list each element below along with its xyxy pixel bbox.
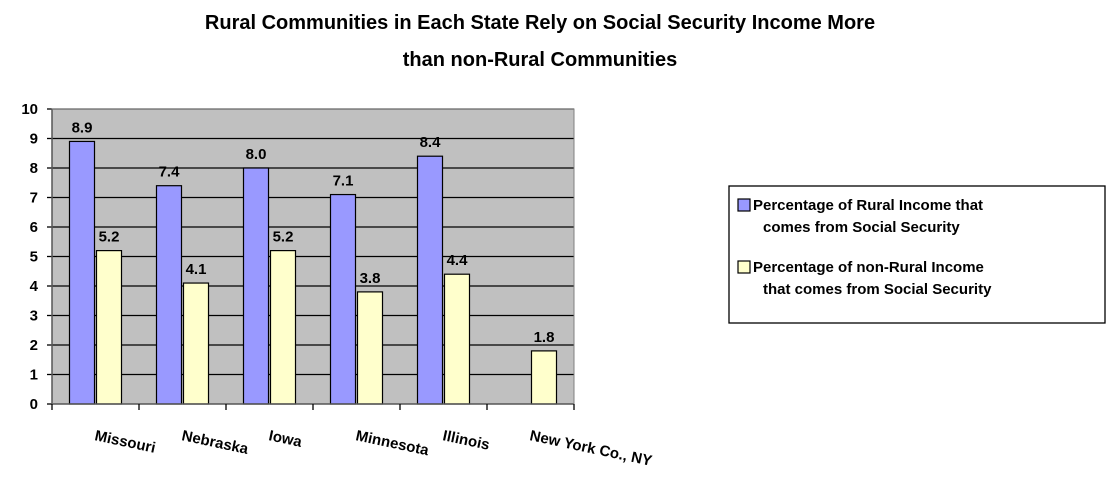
legend-swatch-non-rural [737,260,751,274]
x-category-label: New York Co., NY [528,427,653,470]
bar-non-rural [443,273,471,405]
data-label: 7.1 [333,173,354,190]
bar-rural [329,193,357,405]
bar-rural [242,167,270,405]
data-label: 3.8 [360,270,381,287]
y-tick-label: 8 [30,160,38,177]
x-category-label: Nebraska [180,427,250,458]
data-label: 8.0 [246,146,267,163]
y-tick-label: 3 [30,308,38,325]
legend-label-non-rural: that comes from Social Security [763,281,992,298]
data-label: 1.8 [534,329,555,346]
legend-swatch-rural [737,198,751,212]
y-tick-label: 9 [30,131,38,148]
bar-non-rural [182,282,210,405]
x-category-label: Iowa [267,427,304,451]
x-category-label: Missouri [93,427,157,456]
data-label: 5.2 [99,229,120,246]
legend-label-rural: Percentage of Rural Income that [753,197,983,214]
plot-area: 0 1 2 3 4 5 6 7 8 9 10 8.9 5.2 7.4 4.1 8.0 5.2 7.1 3.8 8.4 4… [21,101,653,470]
data-label: 4.4 [447,252,469,269]
chart-title-line-1: Rural Communities in Each State Rely on … [205,12,875,34]
legend-box [728,185,1106,324]
bar-non-rural [269,250,297,405]
y-tick-label: 10 [21,101,38,118]
data-label: 4.1 [186,261,207,278]
legend-label-rural: comes from Social Security [763,219,960,236]
x-category-label: Minnesota [354,427,431,459]
legend: Percentage of Rural Income that comes fro… [728,185,1106,324]
y-tick-label: 4 [30,278,39,295]
y-tick-label: 2 [30,337,38,354]
bar-rural [68,140,96,405]
data-label: 5.2 [273,229,294,246]
data-label: 8.4 [420,134,442,151]
y-tick-label: 7 [30,190,38,207]
bar-non-rural [530,350,558,405]
legend-label-non-rural: Percentage of non-Rural Income [753,259,984,276]
data-label: 8.9 [72,119,93,136]
y-tick-label: 1 [30,367,38,384]
bar-non-rural [95,250,123,405]
x-category-label: Illinois [441,427,491,454]
bar-non-rural [356,291,384,405]
y-tick-label: 0 [30,396,38,413]
data-label: 7.4 [159,164,181,181]
chart-title-line-2: than non-Rural Communities [403,49,677,71]
bar-rural [416,155,444,405]
bar-rural [155,185,183,405]
y-tick-label: 5 [30,249,38,266]
y-tick-label: 6 [30,219,38,236]
